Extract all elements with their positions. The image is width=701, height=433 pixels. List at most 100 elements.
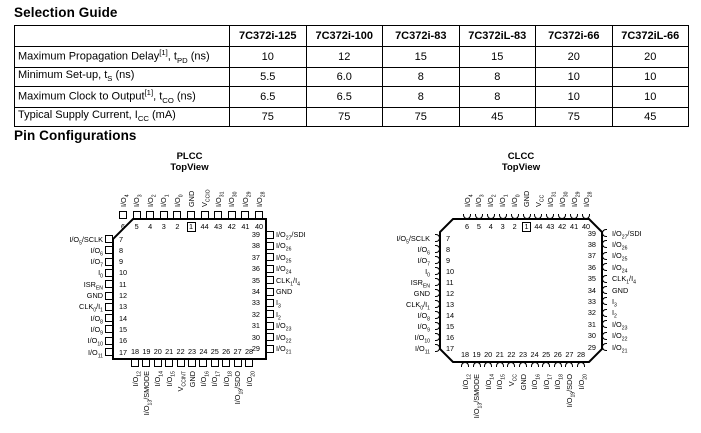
empty-header-cell [14,25,230,47]
pin-17-number: 17 [446,343,455,353]
pin-10-number: 10 [446,266,455,276]
pin-3-lead [159,211,168,219]
pin-8-number: 8 [119,245,124,255]
pin-35-lead [266,276,274,285]
pin-15-number: 15 [119,324,128,334]
pin-17-label: I/O11 [87,347,103,359]
pin-12-label: GND [413,288,430,298]
pin-31-lead [602,320,607,329]
pin-1-lead [187,211,195,219]
pin-19-lead [142,359,151,367]
pin-9-number: 9 [446,255,451,265]
pin-9-lead [435,256,440,264]
pin-9-label: I/O7 [90,257,103,269]
pin-4-label: I/O2 [145,194,158,207]
pin-20-label: I/O14 [483,374,496,390]
pin-31-number: 31 [251,321,260,331]
pin-39-label: I/O27/SDI [276,230,306,242]
pin-17-number: 17 [119,347,128,357]
pin-33-label: I3 [612,296,617,309]
column-header: 7C372i-66 [535,25,613,47]
row-value: 45 [611,106,689,127]
pin-27-label: I/O19/SDO [564,374,577,408]
pin-1-number: 1 [186,222,196,232]
pin-44-number: 44 [534,222,543,231]
pin-22-lead [507,362,516,367]
pin-8-number: 8 [446,244,451,254]
pin-29-number: 29 [587,342,596,352]
pin-19-number: 19 [142,347,151,356]
pin-35-lead [602,274,607,283]
row-value: 8 [458,66,536,87]
pin-20-lead [484,362,493,367]
pin-13-label: CLK0/I1 [406,299,430,311]
pin-6-label: I/O4 [118,194,130,207]
pin-14-number: 14 [119,313,128,323]
pin-18-label: I/O12 [460,374,472,390]
pin-43-label: I/O31 [545,191,558,207]
pin-42-number: 42 [558,222,567,231]
table-row: Maximum Clock to Output[1], tCO (ns) 6.5 6… [14,85,689,108]
pin-13-number: 13 [119,302,128,312]
pin-4-lead [486,214,495,219]
pin-20-label: I/O14 [153,371,165,387]
pin-7-lead [105,235,113,243]
pin-23-lead [519,362,527,367]
pin-4-lead [146,211,155,219]
pin-32-number: 32 [251,309,260,319]
pin-8-lead [435,245,440,253]
pin-39-lead [266,230,274,239]
column-header: 7C372iL-83 [458,25,536,47]
pin-1-lead [522,214,531,219]
pin-41-lead [241,211,250,219]
pin-23-lead [188,359,196,367]
pin-34-lead [266,287,274,296]
pin-26-label: I/O18 [221,371,234,387]
row-value: 10 [535,66,613,87]
pin-17-label: I/O11 [414,343,430,355]
pin-41-label: I/O29 [569,191,582,207]
pin-5-label: I/O3 [474,194,486,207]
pin-14-number: 14 [446,310,455,320]
pin-3-number: 3 [500,222,505,231]
pin-6-lead [119,211,127,219]
pin-32-lead [602,308,607,317]
pin-40-number: 40 [581,222,591,231]
pin-11-lead [105,280,113,289]
pin-25-label: I/O17 [541,374,554,390]
pin-24-number: 24 [199,347,208,356]
pin-37-lead [602,251,607,260]
pin-11-label: ISREN [410,277,430,289]
pin-13-label: CLK0/I1 [79,302,103,314]
pin-14-lead [105,314,113,323]
pin-23-number: 23 [518,350,528,359]
pin-19-lead [472,362,481,367]
pin-36-label: I/O24 [612,262,628,275]
pin-38-label: I/O26 [612,239,628,252]
pin-43-lead [214,211,223,219]
pin-29-lead [602,343,607,351]
pin-18-number: 18 [460,350,470,359]
table-row: Minimum Set-up, tS (ns) 5.5 6.0 8 8 10 10 [14,66,689,87]
pin-29-label: I/O21 [276,344,292,356]
pin-12-number: 12 [119,291,128,300]
pin-32-label: I2 [612,308,617,320]
pin-21-number: 21 [495,350,504,359]
pin-16-label: I/O10 [87,336,103,348]
row-label: Minimum Set-up, tS (ns) [14,66,230,87]
pin-39-label: I/O27/SDI [612,228,642,240]
pin-26-label: I/O18 [553,374,565,390]
pin-23-label: GND [518,374,528,391]
pin-40-lead [582,214,590,219]
pin-42-lead [227,211,236,219]
clcc-package-body [439,218,603,363]
pin-5-number: 5 [476,222,481,231]
row-value: 45 [458,106,536,127]
pin-38-lead [266,241,274,250]
pin-16-lead [435,333,440,341]
pin-36-number: 36 [251,264,260,274]
pin-1-label: GND [186,190,196,207]
pin-14-label: I/O8 [417,310,430,322]
pin-25-label: I/O17 [210,371,222,387]
pin-7-number: 7 [119,234,124,244]
